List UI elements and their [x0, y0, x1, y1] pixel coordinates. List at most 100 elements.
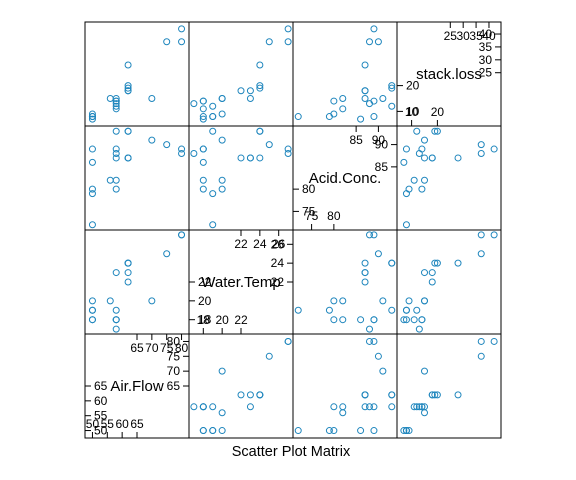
tick-label: 40 — [479, 27, 493, 41]
data-point — [366, 403, 373, 411]
data-point — [178, 150, 186, 157]
data-point — [88, 113, 96, 121]
tick-label: 70 — [145, 341, 159, 355]
data-point — [124, 87, 132, 95]
tick-label: 10 — [405, 105, 419, 119]
data-point — [374, 250, 382, 258]
tick-label: 24 — [253, 237, 267, 251]
data-point — [374, 38, 382, 46]
tick-label: 75 — [160, 341, 174, 355]
data-point — [163, 38, 171, 46]
data-point — [190, 150, 198, 157]
data-point — [112, 100, 120, 108]
data-point — [339, 316, 347, 324]
data-point — [339, 95, 347, 102]
data-point — [112, 325, 120, 333]
data-point — [325, 427, 333, 435]
data-point — [178, 145, 186, 153]
data-point — [246, 154, 254, 162]
data-point — [218, 367, 226, 375]
data-point — [402, 221, 410, 229]
tick-label: 10 — [406, 104, 420, 118]
data-point — [209, 427, 217, 435]
data-point — [199, 105, 207, 113]
data-point — [413, 403, 421, 411]
data-point — [402, 316, 410, 324]
data-point — [402, 306, 410, 314]
tick-label: 30 — [457, 29, 471, 43]
data-point — [490, 231, 498, 239]
variable-name-label: stack.loss — [416, 66, 482, 83]
tick-label: 50 — [86, 417, 100, 431]
tick-label: 22 — [271, 275, 285, 289]
scatter-panel-Water.Temp-vs-stack.loss — [188, 21, 294, 127]
data-point — [415, 403, 423, 411]
data-point — [388, 259, 396, 267]
data-point — [428, 278, 436, 286]
data-point — [428, 391, 436, 399]
data-point — [421, 136, 428, 144]
data-point — [190, 100, 198, 108]
tick-label: 75 — [305, 209, 319, 223]
data-point — [400, 316, 408, 324]
data-point — [477, 141, 485, 149]
data-point — [256, 61, 264, 69]
data-point — [284, 25, 292, 33]
data-point — [477, 337, 485, 345]
tick-label: 20 — [406, 79, 420, 93]
variable-name-label: Acid.Conc. — [309, 170, 382, 187]
data-point — [199, 115, 207, 123]
tick-label: 25 — [444, 29, 458, 43]
data-point — [361, 391, 369, 399]
data-point — [209, 102, 217, 110]
data-point — [400, 427, 408, 435]
data-point — [415, 325, 423, 333]
tick-label: 65 — [94, 379, 108, 393]
data-point — [88, 145, 96, 153]
matrix-title: Scatter Plot Matrix — [232, 444, 351, 460]
data-point — [477, 352, 485, 360]
data-point — [415, 150, 423, 157]
data-point — [477, 150, 485, 157]
data-point — [325, 306, 333, 314]
data-point — [421, 367, 428, 375]
tick-label: 26 — [272, 237, 286, 251]
data-point — [88, 115, 96, 123]
tick-label: 22 — [234, 237, 248, 251]
data-point — [370, 316, 378, 324]
data-point — [410, 316, 418, 324]
data-point — [431, 391, 439, 399]
data-point — [330, 297, 338, 305]
data-point — [339, 409, 347, 417]
data-point — [124, 82, 132, 90]
tick-label: 18 — [198, 313, 212, 327]
data-point — [431, 127, 439, 135]
data-point — [433, 259, 441, 267]
tick-label: 75 — [302, 204, 316, 218]
data-point — [477, 231, 485, 239]
data-point — [112, 316, 120, 324]
data-point — [361, 278, 369, 286]
data-point — [405, 297, 413, 305]
data-point — [366, 38, 373, 46]
data-point — [112, 150, 120, 157]
data-point — [199, 403, 207, 411]
data-point — [294, 306, 302, 314]
scatter-panel-Air.Flow-vs-Water.Temp — [84, 229, 190, 335]
data-point — [163, 250, 171, 258]
data-point — [112, 127, 120, 135]
data-point — [209, 221, 217, 229]
tick-label: 22 — [198, 275, 212, 289]
data-point — [410, 403, 418, 411]
data-point — [284, 337, 292, 345]
variable-name-label: Air.Flow — [110, 378, 164, 395]
data-point — [265, 141, 273, 149]
data-point — [218, 427, 226, 435]
tick-label: 55 — [94, 409, 108, 423]
data-point — [454, 154, 462, 162]
tick-label: 20 — [215, 313, 229, 327]
